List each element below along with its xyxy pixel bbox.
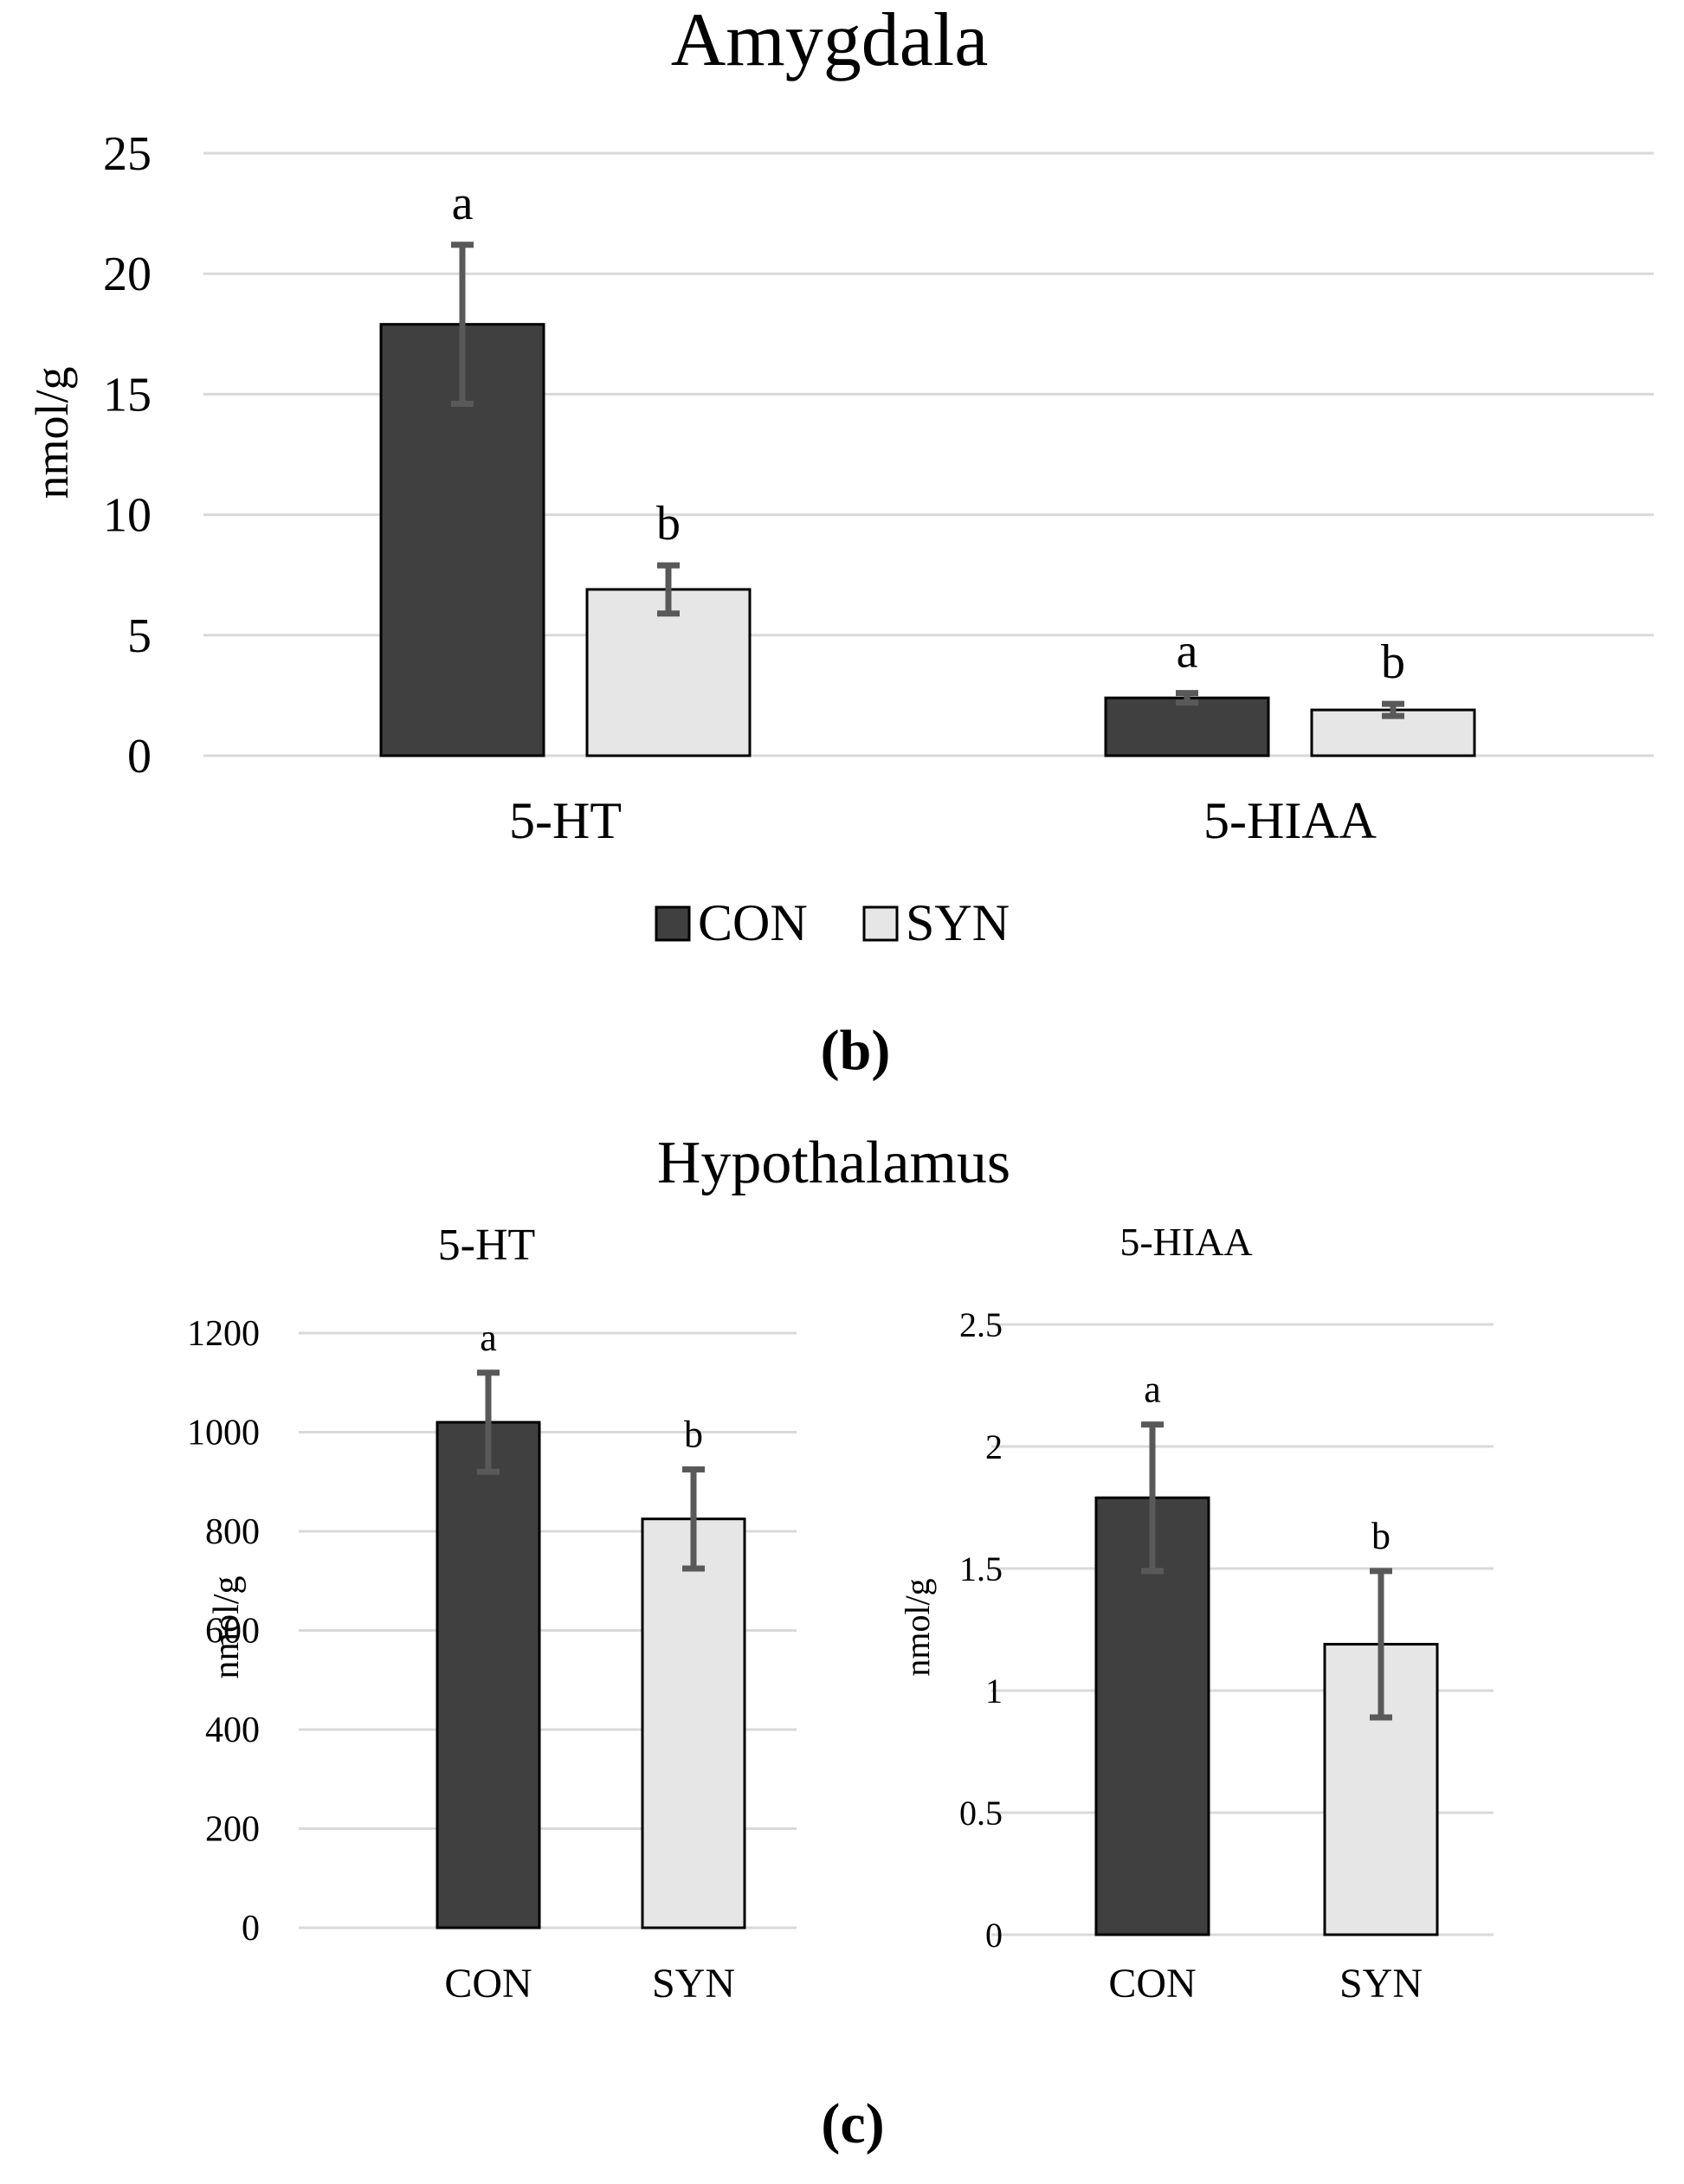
- hypo-5ht-error-bars: [477, 1369, 705, 1572]
- x-tick-label: CON: [444, 1961, 532, 2007]
- significance-label: a: [1144, 1369, 1161, 1411]
- error-bar-syn-5-ht: [657, 562, 680, 617]
- hypo-5ht-title: 5-HT: [438, 1221, 536, 1270]
- error-bar-syn: [1370, 1568, 1392, 1721]
- error-bar-con: [477, 1369, 500, 1475]
- significance-label: a: [1177, 625, 1198, 679]
- bar-syn: [641, 1517, 746, 1930]
- legend-label-syn: SYN: [906, 894, 1010, 951]
- hypothalamus-5hiaa-chart: 5-HIAA nmol/g 00.511.522.5 ab CON SYN: [898, 1220, 1494, 2007]
- error-bar-con-5-hiaa: [1176, 690, 1198, 706]
- hypo-5hiaa-x-ticks: CON SYN: [1108, 1961, 1423, 2007]
- legend-swatch-syn: [862, 905, 899, 942]
- y-tick-label: 0: [127, 730, 152, 783]
- significance-label: b: [684, 1413, 703, 1455]
- hypo-5ht-y-ticks: 0 200 400 600 800 1000 1200: [187, 1314, 260, 1949]
- amygdala-x-ticks: 5-HT 5-HIAA: [509, 792, 1377, 849]
- hypo-5hiaa-y-axis-label: nmol/g: [898, 1578, 937, 1676]
- y-tick-label: 5: [127, 609, 152, 663]
- hypo-5hiaa-significance-labels: ab: [1144, 1369, 1390, 1557]
- significance-label: a: [452, 177, 474, 230]
- hypo-5ht-bars: [436, 1421, 746, 1930]
- x-tick-label: SYN: [652, 1961, 735, 2007]
- amygdala-bars: [379, 323, 1476, 757]
- significance-label: b: [656, 497, 681, 551]
- y-tick-label: 0.5: [959, 1794, 1003, 1833]
- amygdala-legend: CON SYN: [655, 894, 1010, 951]
- amygdala-error-bars: [451, 242, 1404, 719]
- error-bar-con-5-ht: [451, 242, 474, 408]
- amygdala-significance-labels: a b a b: [452, 177, 1405, 689]
- legend-label-con: CON: [698, 894, 808, 951]
- y-tick-label: 10: [103, 489, 152, 543]
- error-bar-syn: [682, 1466, 705, 1572]
- hypo-5hiaa-title: 5-HIAA: [1119, 1220, 1252, 1264]
- x-tick-label: CON: [1108, 1961, 1196, 2007]
- amygdala-chart: Amygdala nmol/g 0 5 10 15 20 25 a b a b 5-HT 5-HI…: [26, 0, 1654, 951]
- y-tick-label: 1200: [187, 1314, 260, 1354]
- y-tick-label: 2.5: [959, 1305, 1003, 1344]
- amygdala-y-ticks: 0 5 10 15 20 25: [103, 127, 152, 783]
- panel-label-c: (c): [821, 2092, 884, 2155]
- hypo-5hiaa-y-ticks: 0 0.5 1 1.5 2 2.5: [959, 1305, 1003, 1955]
- y-tick-label: 400: [205, 1710, 260, 1750]
- y-tick-label: 25: [103, 127, 152, 181]
- hypo-5ht-significance-labels: ab: [480, 1317, 703, 1456]
- y-tick-label: 600: [205, 1612, 260, 1652]
- x-tick-label: 5-HT: [509, 792, 622, 849]
- y-tick-label: 0: [242, 1909, 260, 1949]
- amygdala-title: Amygdala: [671, 0, 989, 82]
- y-tick-label: 1: [985, 1672, 1003, 1710]
- x-tick-label: 5-HIAA: [1203, 792, 1377, 849]
- error-bar-syn-5-hiaa: [1382, 700, 1404, 719]
- y-tick-label: 800: [205, 1512, 260, 1552]
- significance-label: b: [1371, 1515, 1390, 1557]
- y-tick-label: 0: [985, 1916, 1003, 1955]
- hypo-5ht-x-ticks: CON SYN: [444, 1961, 735, 2007]
- significance-label: b: [1381, 635, 1405, 689]
- y-tick-label: 20: [103, 248, 152, 301]
- y-tick-label: 1.5: [959, 1549, 1003, 1588]
- x-tick-label: SYN: [1339, 1961, 1423, 2007]
- panel-label-b: (b): [821, 1019, 891, 1082]
- error-bar-con: [1141, 1421, 1164, 1575]
- amygdala-y-axis-label: nmol/g: [26, 366, 78, 499]
- significance-label: a: [480, 1317, 497, 1359]
- y-tick-label: 15: [103, 368, 152, 422]
- hypo-5ht-y-axis-label: nmol/g: [207, 1575, 247, 1678]
- y-tick-label: 2: [985, 1427, 1003, 1466]
- hypo-5hiaa-error-bars: [1141, 1421, 1392, 1721]
- hypothalamus-title: Hypothalamus: [657, 1130, 1010, 1196]
- bar-con: [436, 1421, 541, 1930]
- bar-con-5-hiaa: [1104, 696, 1270, 757]
- legend-swatch-con: [655, 905, 691, 942]
- y-tick-label: 1000: [187, 1414, 260, 1453]
- bar-syn-5-ht: [585, 588, 752, 757]
- y-tick-label: 200: [205, 1810, 260, 1850]
